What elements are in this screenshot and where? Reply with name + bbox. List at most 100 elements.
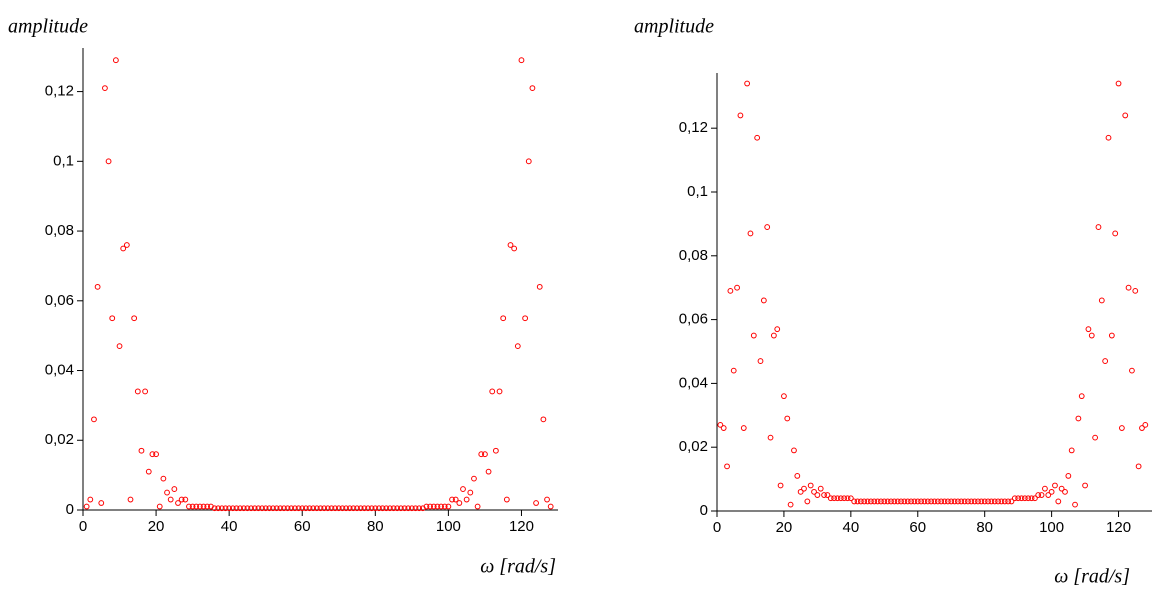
data-point (292, 505, 298, 512)
data-point (1025, 495, 1032, 502)
data-point (834, 495, 841, 502)
data-point (734, 284, 740, 291)
data-point (985, 498, 991, 505)
data-point (357, 505, 364, 512)
data-point (368, 505, 375, 512)
x-tick-label: 0 (79, 518, 87, 535)
data-point (965, 498, 971, 505)
data-point (944, 498, 951, 505)
y-tick-label: 0,1 (53, 152, 74, 169)
data-point (255, 505, 262, 512)
data-point (837, 495, 844, 502)
data-point (878, 498, 884, 505)
data-point (854, 498, 861, 505)
data-point (975, 498, 981, 505)
y-tick-label: 0,02 (45, 431, 74, 448)
data-point (1098, 297, 1105, 304)
data-point (958, 498, 965, 505)
data-point (536, 283, 543, 290)
data-point (489, 388, 496, 395)
data-point (1031, 495, 1038, 502)
data-point (441, 503, 448, 510)
data-point (791, 447, 797, 454)
data-point (346, 505, 353, 512)
data-point (991, 498, 998, 505)
data-point (938, 498, 945, 505)
x-axis-label: ω [rad/s] (1054, 566, 1130, 588)
data-point (383, 505, 390, 512)
data-point (1125, 284, 1132, 291)
data-point (361, 505, 368, 512)
data-point (514, 343, 521, 350)
data-point (449, 496, 455, 503)
data-point (302, 505, 309, 512)
y-tick-label: 0 (700, 502, 708, 519)
data-point (1082, 482, 1088, 489)
data-point (478, 451, 485, 458)
data-point (737, 112, 744, 119)
data-point (354, 505, 360, 512)
data-point (861, 498, 868, 505)
data-point (145, 468, 152, 475)
x-tick-label: 100 (1039, 519, 1064, 536)
data-point (482, 451, 488, 458)
y-tick-label: 0,04 (679, 374, 708, 391)
data-point (804, 498, 811, 505)
data-point (123, 242, 130, 248)
data-point (171, 486, 178, 492)
data-point (456, 500, 463, 506)
data-point (750, 332, 757, 339)
data-point (888, 498, 894, 505)
data-point (134, 388, 141, 395)
data-point (898, 498, 904, 505)
data-point (1035, 492, 1042, 498)
data-point (951, 498, 958, 505)
data-point (310, 505, 317, 512)
data-point (332, 505, 339, 512)
data-point (175, 500, 181, 506)
data-point (744, 80, 751, 87)
data-point (841, 495, 848, 502)
x-tick-label: 120 (509, 518, 534, 535)
data-point (1062, 488, 1068, 495)
data-point (244, 505, 251, 512)
data-point (197, 503, 203, 510)
data-point (747, 230, 754, 237)
data-point (471, 475, 477, 482)
data-point (891, 498, 898, 505)
data-point (222, 505, 229, 512)
data-point (507, 242, 514, 248)
x-tick-label: 20 (148, 518, 165, 535)
x-tick-label: 40 (843, 519, 860, 536)
data-point (317, 505, 324, 512)
data-point (379, 505, 386, 512)
x-tick-label: 60 (909, 519, 926, 536)
data-point (116, 343, 123, 350)
data-point (881, 498, 888, 505)
data-point (1118, 425, 1125, 431)
data-point (335, 505, 342, 512)
y-tick-label: 0,1 (687, 183, 708, 200)
data-point (533, 500, 539, 506)
data-point (931, 498, 938, 505)
data-point (730, 367, 737, 374)
data-point (1078, 393, 1085, 400)
data-point (928, 498, 935, 505)
data-point (321, 505, 328, 512)
data-point (485, 468, 492, 475)
data-point (288, 505, 295, 512)
data-point (127, 496, 134, 503)
data-point (801, 485, 807, 492)
data-point (1001, 498, 1008, 505)
data-point (1072, 501, 1078, 508)
data-point (463, 496, 470, 503)
data-point (412, 505, 419, 512)
data-point (233, 505, 240, 512)
data-point (277, 505, 284, 512)
y-tick-label: 0,02 (679, 438, 708, 455)
data-point (324, 505, 331, 512)
data-point (427, 503, 434, 510)
data-point (844, 495, 851, 502)
data-point (1102, 358, 1109, 364)
data-point (474, 503, 481, 510)
